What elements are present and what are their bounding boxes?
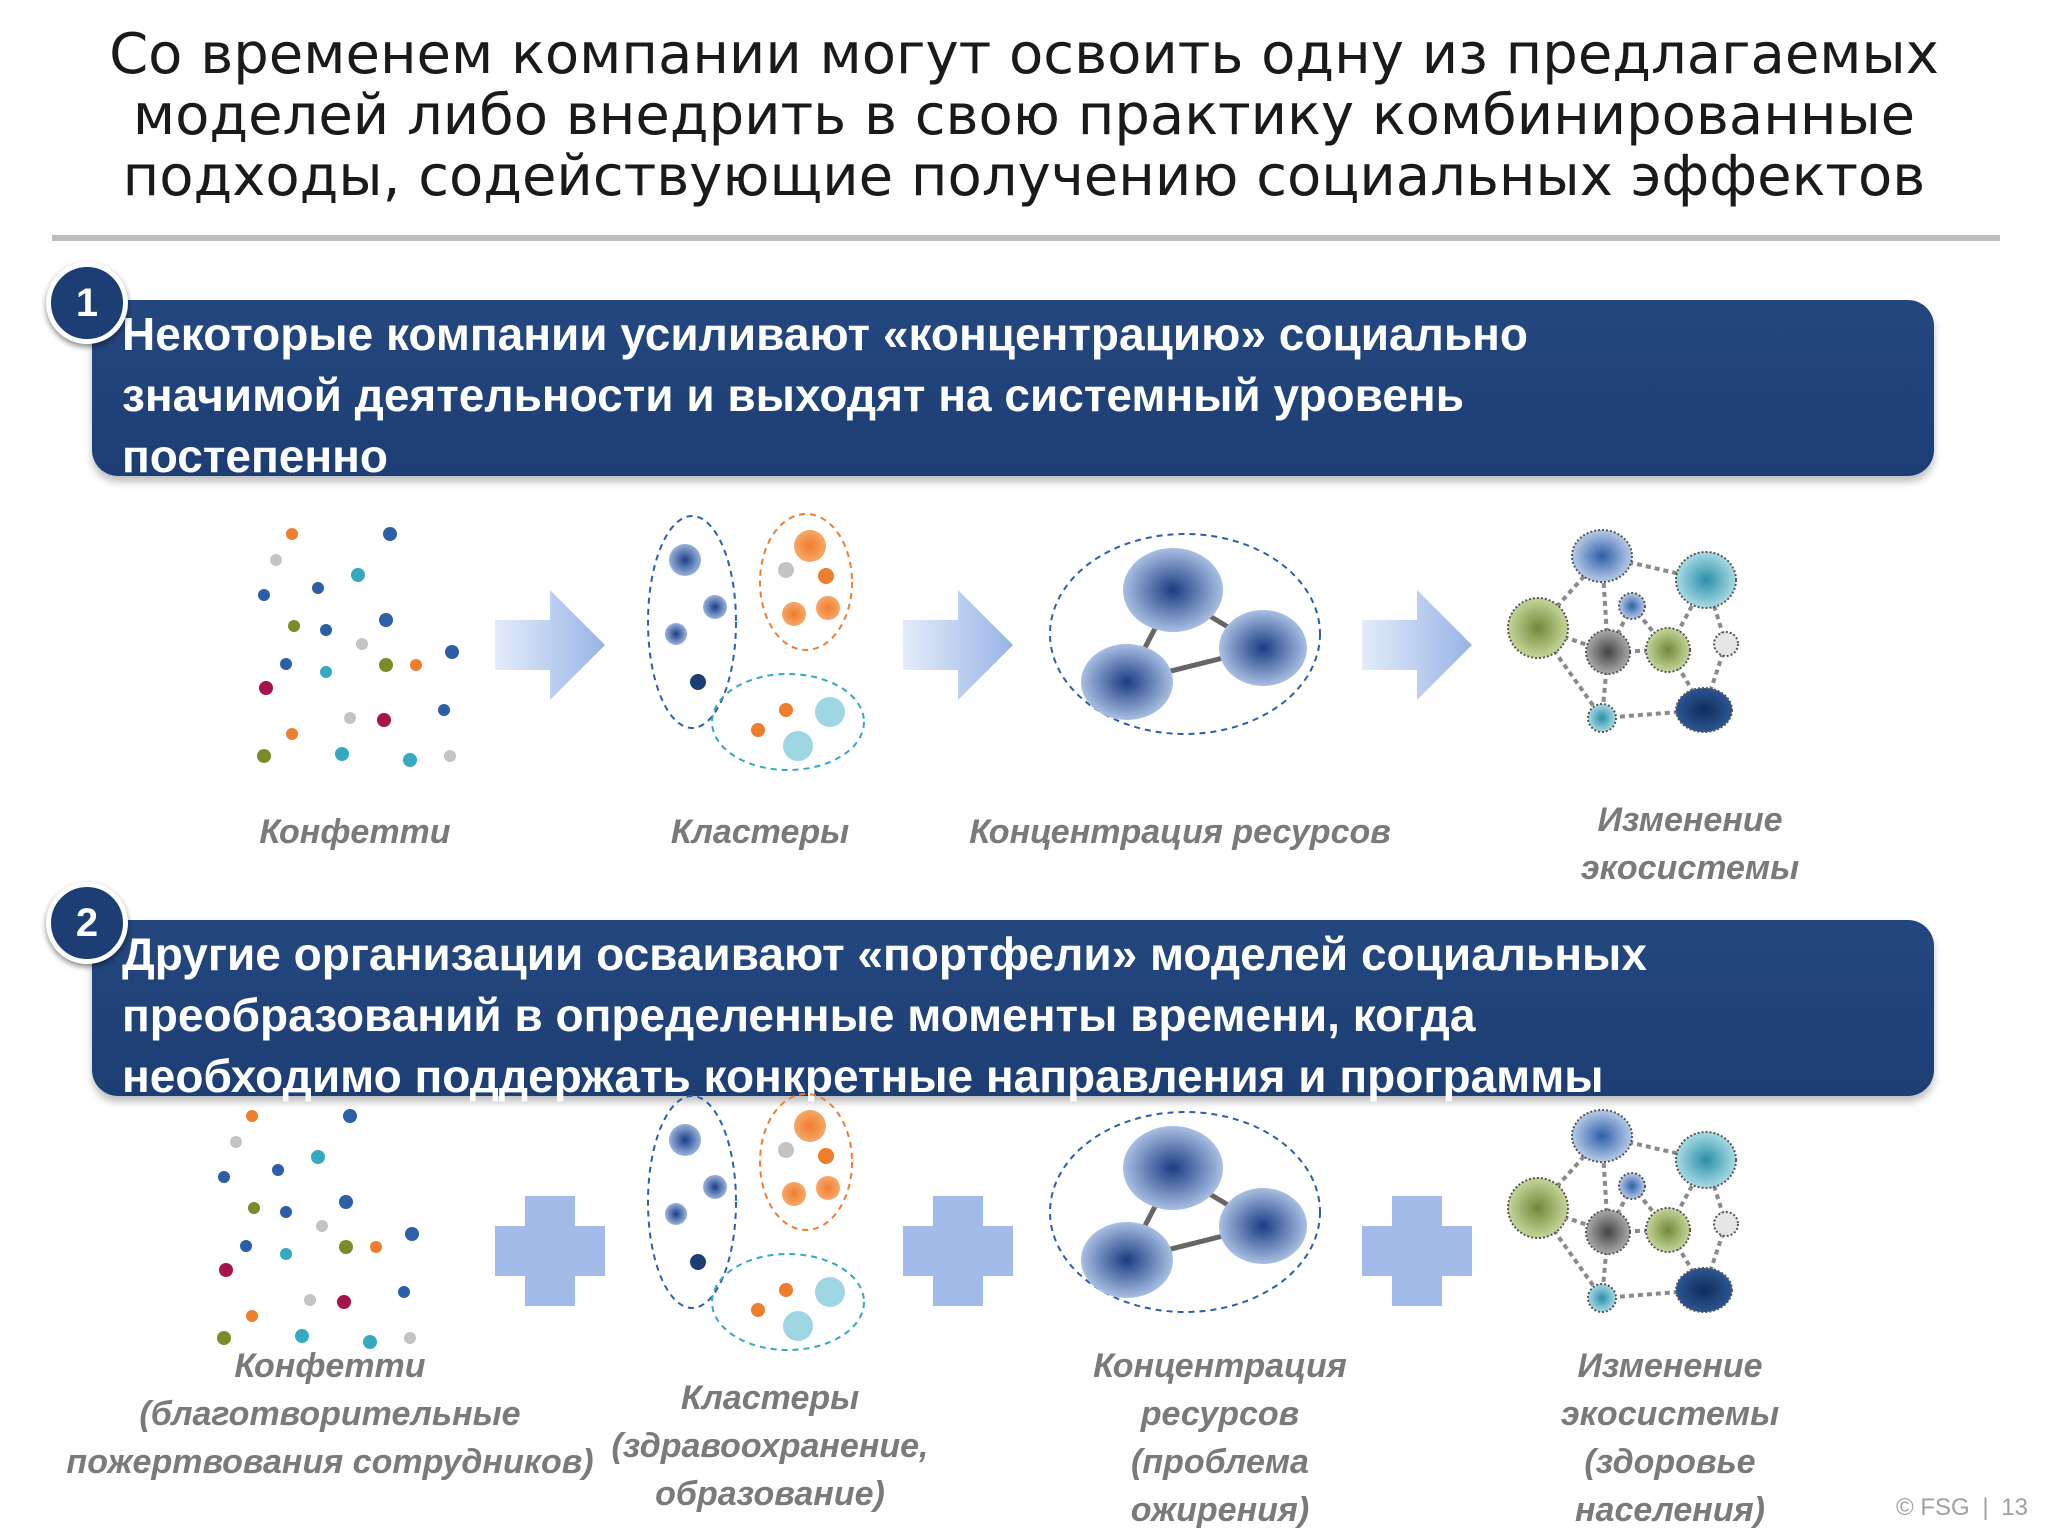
caption-line: ресурсов: [1140, 1395, 1300, 1433]
confetti-icon: [257, 527, 459, 767]
slide-title: Со временем компании могут освоить одну …: [0, 24, 2048, 207]
caption-line: Конфетти: [259, 813, 451, 851]
section-2-line: преобразований в определенные моменты вр…: [122, 989, 1476, 1041]
concentration-figure: [1045, 1108, 1325, 1323]
title-line: Со временем компании могут освоить одну …: [109, 22, 1939, 87]
plus-icon: [495, 1196, 605, 1306]
right-arrow-icon: [1362, 590, 1472, 700]
section-1-line: значимой деятельности и выходят на систе…: [122, 369, 1464, 421]
caption-line: ожирения): [1130, 1491, 1310, 1529]
right-arrow-icon: [903, 590, 1013, 700]
step-plus-3: [1362, 1196, 1472, 1311]
caption-concentration-obesity: Концентрация ресурсов (проблема ожирения…: [1060, 1342, 1380, 1534]
step-arrow-3: [1362, 590, 1472, 705]
caption-line: населения): [1575, 1491, 1765, 1529]
title-line: моделей либо внедрить в свою практику ко…: [132, 83, 1916, 148]
step-plus-1: [495, 1196, 605, 1311]
caption-line: пожертвования сотрудников): [66, 1443, 594, 1481]
caption-line: Кластеры: [680, 1379, 860, 1417]
caption-confetti-donations: Конфетти (благотворительные пожертвовани…: [30, 1342, 630, 1486]
caption-concentration: Концентрация ресурсов: [960, 808, 1400, 856]
ecosystem-icon: [1507, 1109, 1739, 1313]
caption-line: Изменение: [1597, 801, 1783, 839]
footer-separator: |: [1982, 1494, 1989, 1521]
plus-icon: [903, 1196, 1013, 1306]
section-2-line: Другие организации осваивают «портфели» …: [122, 928, 1647, 980]
footer: © FSG | 13: [1890, 1494, 2028, 1522]
plus-icon: [1362, 1196, 1472, 1306]
step-arrow-1: [495, 590, 605, 705]
caption-line: образование): [655, 1475, 885, 1513]
ecosystem-figure: [1500, 1100, 1750, 1335]
confetti-figure: [250, 520, 470, 775]
caption-line: Конфетти: [234, 1347, 426, 1385]
caption-line: (здоровье: [1584, 1443, 1756, 1481]
concentration-icon: [1049, 1111, 1321, 1313]
caption-line: Концентрация ресурсов: [969, 813, 1391, 851]
ecosystem-icon: [1507, 529, 1739, 733]
caption-line: (проблема: [1131, 1443, 1309, 1481]
page-number: 13: [2001, 1494, 2028, 1521]
caption-confetti: Конфетти: [230, 808, 480, 856]
caption-line: Концентрация: [1093, 1347, 1347, 1385]
caption-line: экосистемы: [1560, 1395, 1780, 1433]
clusters-figure: [640, 510, 870, 785]
section-2-line: необходимо поддержать конкретные направл…: [122, 1050, 1604, 1102]
clusters-icon: [647, 1093, 865, 1351]
caption-clusters-health-education: Кластеры (здравоохранение, образование): [600, 1374, 940, 1518]
title-line: подходы, содействующие получению социаль…: [122, 144, 1926, 209]
title-divider: [52, 235, 2000, 241]
ecosystem-figure: [1500, 520, 1750, 755]
concentration-icon: [1049, 533, 1321, 735]
caption-ecosystem: Изменение экосистемы: [1540, 796, 1840, 892]
step-plus-2: [903, 1196, 1013, 1311]
section-2-text: Другие организации осваивают «портфели» …: [122, 924, 1647, 1107]
caption-line: Изменение: [1577, 1347, 1763, 1385]
section-1-text: Некоторые компании усиливают «концентрац…: [122, 304, 1528, 487]
section-1-line: Некоторые компании усиливают «концентрац…: [122, 308, 1529, 360]
caption-clusters: Кластеры: [640, 808, 880, 856]
caption-line: Кластеры: [670, 813, 850, 851]
section-2-banner: Другие организации осваивают «портфели» …: [92, 920, 1934, 1102]
step-arrow-2: [903, 590, 1013, 705]
caption-line: (благотворительные: [139, 1395, 521, 1433]
section-1-banner: Некоторые компании усиливают «концентрац…: [92, 300, 1934, 482]
section-2-number-badge: 2: [46, 882, 128, 964]
caption-line: (здравоохранение,: [611, 1427, 929, 1465]
concentration-figure: [1045, 530, 1325, 745]
section-1-line: постепенно: [122, 430, 389, 482]
caption-line: экосистемы: [1580, 849, 1800, 887]
right-arrow-icon: [495, 590, 605, 700]
confetti-icon: [217, 1109, 419, 1349]
clusters-icon: [647, 513, 865, 771]
copyright: © FSG: [1896, 1494, 1970, 1521]
section-1-number-badge: 1: [46, 262, 128, 344]
clusters-figure: [640, 1090, 870, 1365]
caption-ecosystem-public-health: Изменение экосистемы (здоровье населения…: [1520, 1342, 1820, 1534]
confetti-figure: [210, 1102, 430, 1357]
